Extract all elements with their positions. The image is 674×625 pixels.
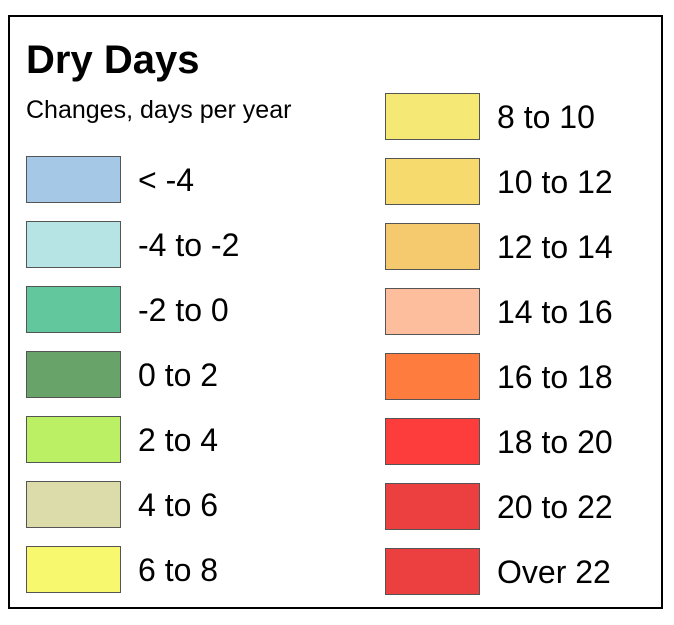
legend-entry: 14 to 16 <box>385 287 613 336</box>
legend-swatch <box>26 481 121 528</box>
legend-swatch <box>385 223 480 270</box>
legend-swatch <box>385 93 480 140</box>
legend-label: 8 to 10 <box>497 98 595 135</box>
legend-label: 14 to 16 <box>497 293 613 330</box>
legend-swatch <box>26 286 121 333</box>
legend-label: 16 to 18 <box>497 358 613 395</box>
legend-label: 6 to 8 <box>138 551 219 588</box>
legend-column-right: 8 to 10 10 to 12 12 to 14 14 to 16 16 to… <box>385 92 613 596</box>
legend-label: 20 to 22 <box>497 488 613 525</box>
legend-label: 10 to 12 <box>497 163 613 200</box>
legend-entry: 6 to 8 <box>26 545 239 594</box>
legend-label: 2 to 4 <box>138 421 219 458</box>
legend-entry: 10 to 12 <box>385 157 613 206</box>
legend-swatch <box>26 546 121 593</box>
legend-entry: 18 to 20 <box>385 417 613 466</box>
legend-entry: 20 to 22 <box>385 482 613 531</box>
legend-entry: 4 to 6 <box>26 480 239 529</box>
legend-entry: < -4 <box>26 155 239 204</box>
legend-entry: 12 to 14 <box>385 222 613 271</box>
legend-swatch <box>385 288 480 335</box>
legend-label: < -4 <box>138 161 195 198</box>
legend-label: 0 to 2 <box>138 356 219 393</box>
legend-label: 18 to 20 <box>497 423 613 460</box>
legend-column-left: < -4 -4 to -2 -2 to 0 0 to 2 2 to 4 4 to… <box>26 155 239 594</box>
legend-entry: 2 to 4 <box>26 415 239 464</box>
legend-swatch <box>26 351 121 398</box>
legend-entry: 0 to 2 <box>26 350 239 399</box>
legend-swatch <box>26 416 121 463</box>
legend-swatch <box>385 353 480 400</box>
legend-swatch <box>385 418 480 465</box>
legend-entry: -2 to 0 <box>26 285 239 334</box>
legend-subtitle: Changes, days per year <box>26 96 292 124</box>
legend-swatch <box>385 158 480 205</box>
legend-label: -4 to -2 <box>138 226 240 263</box>
legend-entry: -4 to -2 <box>26 220 239 269</box>
legend-swatch <box>26 156 121 203</box>
legend-label: Over 22 <box>497 553 611 590</box>
legend-entry: 16 to 18 <box>385 352 613 401</box>
legend-title: Dry Days <box>26 38 200 82</box>
legend-label: -2 to 0 <box>138 291 229 328</box>
legend-swatch <box>385 483 480 530</box>
legend-label: 4 to 6 <box>138 486 219 523</box>
legend-entry: Over 22 <box>385 547 613 596</box>
legend-label: 12 to 14 <box>497 228 613 265</box>
legend-entry: 8 to 10 <box>385 92 613 141</box>
legend-swatch <box>385 548 480 595</box>
legend-swatch <box>26 221 121 268</box>
